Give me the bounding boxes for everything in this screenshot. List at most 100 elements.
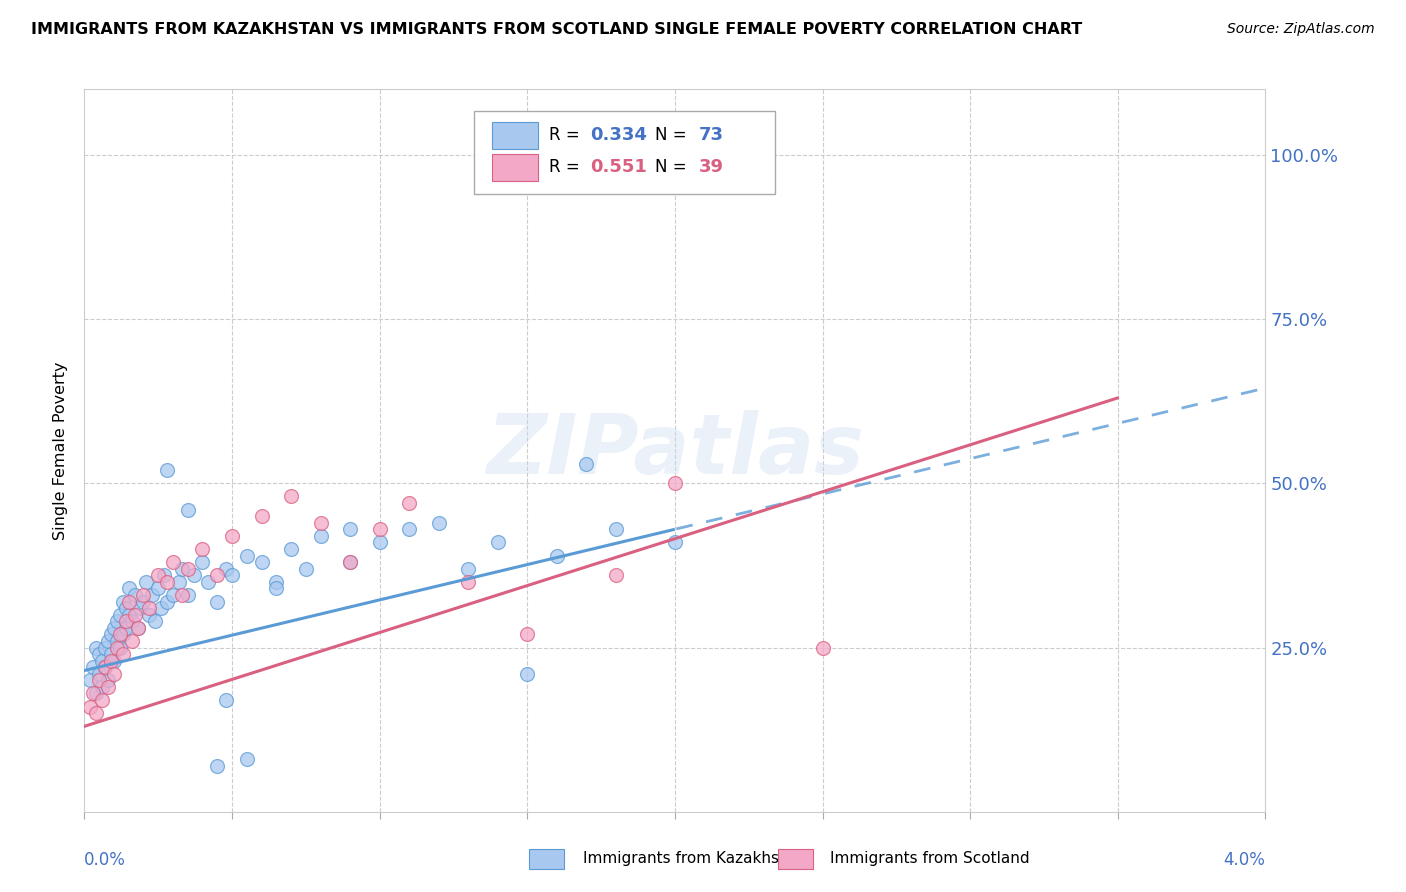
Point: [91, 654, 114, 668]
Point: [170, 588, 193, 602]
Point: [105, 640, 128, 655]
Text: 0.551: 0.551: [591, 158, 647, 176]
Point: [207, 758, 229, 772]
Text: IMMIGRANTS FROM KAZAKHSTAN VS IMMIGRANTS FROM SCOTLAND SINGLE FEMALE POVERTY COR: IMMIGRANTS FROM KAZAKHSTAN VS IMMIGRANTS…: [31, 22, 1083, 37]
Point: [84, 706, 107, 721]
Point: [250, 555, 273, 569]
Point: [215, 562, 238, 576]
Point: [79, 673, 101, 688]
Point: [546, 549, 568, 563]
Text: 0.0%: 0.0%: [84, 852, 127, 870]
Point: [457, 574, 479, 589]
Point: [127, 621, 149, 635]
Point: [575, 457, 598, 471]
Point: [170, 562, 193, 576]
Point: [100, 627, 122, 641]
Point: [138, 607, 160, 622]
Point: [111, 647, 134, 661]
Point: [138, 601, 160, 615]
Point: [280, 541, 302, 556]
Point: [118, 594, 141, 608]
Point: [94, 660, 117, 674]
Point: [339, 555, 361, 569]
Point: [127, 621, 149, 635]
Text: R =: R =: [548, 158, 579, 176]
Point: [221, 568, 243, 582]
Point: [91, 680, 114, 694]
Text: 39: 39: [699, 158, 724, 176]
Point: [87, 673, 111, 688]
Text: ZIPatlas: ZIPatlas: [486, 410, 863, 491]
Point: [132, 588, 155, 602]
Point: [156, 594, 179, 608]
Point: [148, 568, 170, 582]
Point: [191, 555, 214, 569]
Point: [100, 647, 122, 661]
Point: [516, 627, 538, 641]
Point: [87, 647, 111, 661]
Point: [84, 686, 107, 700]
FancyBboxPatch shape: [492, 122, 538, 149]
Point: [215, 693, 238, 707]
Point: [167, 574, 190, 589]
Text: Source: ZipAtlas.com: Source: ZipAtlas.com: [1227, 22, 1375, 37]
Point: [486, 535, 509, 549]
Point: [121, 634, 143, 648]
Text: N =: N =: [655, 126, 686, 144]
FancyBboxPatch shape: [492, 154, 538, 181]
Point: [91, 693, 114, 707]
Point: [97, 673, 120, 688]
Point: [207, 568, 229, 582]
Point: [398, 522, 420, 536]
Point: [118, 607, 141, 622]
Point: [664, 476, 686, 491]
Point: [111, 594, 134, 608]
Point: [605, 522, 627, 536]
Point: [752, 148, 775, 162]
Point: [94, 640, 117, 655]
Point: [236, 549, 259, 563]
Point: [236, 752, 259, 766]
Point: [191, 541, 214, 556]
Point: [124, 588, 146, 602]
Point: [82, 660, 104, 674]
Point: [156, 463, 179, 477]
Point: [250, 509, 273, 524]
Point: [103, 621, 125, 635]
Point: [162, 588, 184, 602]
Point: [368, 535, 391, 549]
Point: [82, 686, 104, 700]
Point: [108, 607, 131, 622]
Point: [114, 601, 136, 615]
Point: [87, 666, 111, 681]
Point: [457, 562, 479, 576]
Point: [177, 562, 200, 576]
Point: [605, 568, 627, 582]
Point: [84, 640, 107, 655]
Point: [103, 666, 125, 681]
Point: [266, 574, 288, 589]
Point: [153, 568, 176, 582]
Point: [148, 582, 170, 596]
Point: [516, 666, 538, 681]
Point: [150, 601, 173, 615]
Point: [398, 496, 420, 510]
Point: [118, 582, 141, 596]
FancyBboxPatch shape: [474, 111, 775, 194]
Point: [156, 574, 179, 589]
Point: [207, 594, 229, 608]
Text: R =: R =: [548, 126, 579, 144]
Point: [280, 490, 302, 504]
Point: [135, 574, 157, 589]
Point: [143, 614, 166, 628]
Point: [121, 614, 143, 628]
Point: [111, 627, 134, 641]
Point: [105, 614, 128, 628]
Text: Immigrants from Kazakhstan: Immigrants from Kazakhstan: [583, 851, 804, 865]
Point: [141, 588, 163, 602]
Point: [124, 607, 146, 622]
Point: [309, 529, 332, 543]
Text: Immigrants from Scotland: Immigrants from Scotland: [830, 851, 1029, 865]
Point: [129, 601, 152, 615]
Point: [177, 588, 200, 602]
